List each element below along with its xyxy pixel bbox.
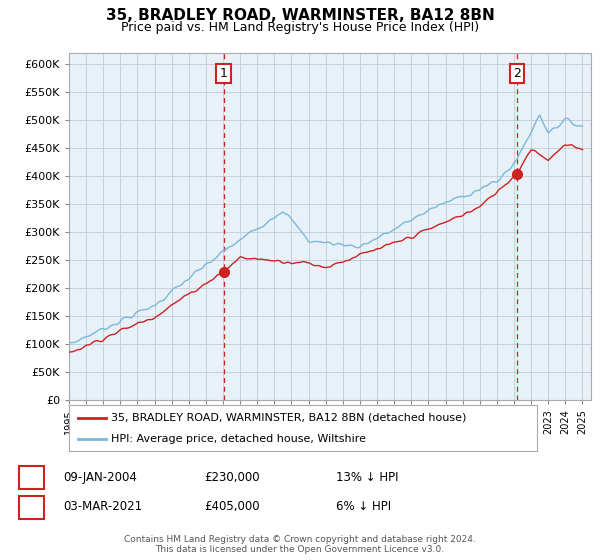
Text: 13% ↓ HPI: 13% ↓ HPI <box>336 470 398 484</box>
Text: £405,000: £405,000 <box>204 500 260 514</box>
Text: 35, BRADLEY ROAD, WARMINSTER, BA12 8BN (detached house): 35, BRADLEY ROAD, WARMINSTER, BA12 8BN (… <box>111 413 466 423</box>
Text: HPI: Average price, detached house, Wiltshire: HPI: Average price, detached house, Wilt… <box>111 435 366 444</box>
Text: 35, BRADLEY ROAD, WARMINSTER, BA12 8BN: 35, BRADLEY ROAD, WARMINSTER, BA12 8BN <box>106 8 494 24</box>
Text: £230,000: £230,000 <box>204 470 260 484</box>
Text: 2: 2 <box>513 67 521 80</box>
Text: 1: 1 <box>220 67 227 80</box>
Text: 09-JAN-2004: 09-JAN-2004 <box>63 470 137 484</box>
Text: 03-MAR-2021: 03-MAR-2021 <box>63 500 142 514</box>
Text: 1: 1 <box>28 470 36 484</box>
Text: Contains HM Land Registry data © Crown copyright and database right 2024.
This d: Contains HM Land Registry data © Crown c… <box>124 535 476 554</box>
Text: Price paid vs. HM Land Registry's House Price Index (HPI): Price paid vs. HM Land Registry's House … <box>121 21 479 34</box>
Text: 6% ↓ HPI: 6% ↓ HPI <box>336 500 391 514</box>
Text: 2: 2 <box>28 500 36 514</box>
